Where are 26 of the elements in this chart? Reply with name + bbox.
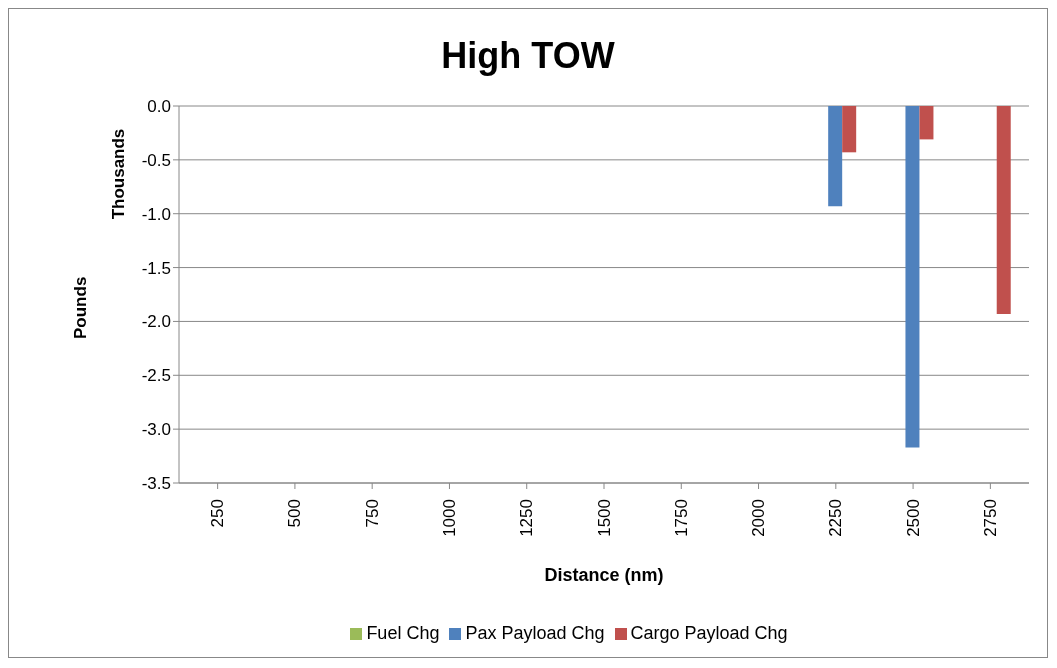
x-tick-label: 2250 [826,499,846,537]
y-tick-label: -2.5 [141,366,171,386]
legend-label: Fuel Chg [366,623,440,643]
y-tick-label: -2.0 [141,312,171,332]
text: Thousands [109,127,129,222]
y-tick-label: -3.0 [141,420,171,440]
y-tick-label: -1.5 [141,258,171,278]
x-tick-label: 500 [285,499,305,528]
x-tick-label: 1250 [517,499,537,537]
chart-title: High TOW [440,35,616,77]
x-axis-title: Distance (nm) [544,565,664,585]
x-tick-label: 1000 [439,499,459,537]
x-tick-label: 2000 [749,499,769,537]
x-tick-label: 250 [208,499,228,528]
x-tick-label: 1500 [594,499,614,537]
x-tick-label: 750 [362,499,382,528]
legend-label: Pax Payload Chg [465,623,605,643]
x-tick-label: 2750 [980,499,1000,537]
y-axis-title: Pounds [71,276,91,339]
y-tick-label: -0.5 [141,150,171,170]
y-tick-label: 0.0 [147,97,171,117]
legend-label: Cargo Payload Chg [630,623,788,643]
x-tick-label: 2500 [903,499,923,537]
y-tick-label: -1.0 [141,204,171,224]
y-tick-label: -3.5 [141,474,171,494]
x-tick-label: 1750 [671,499,691,537]
